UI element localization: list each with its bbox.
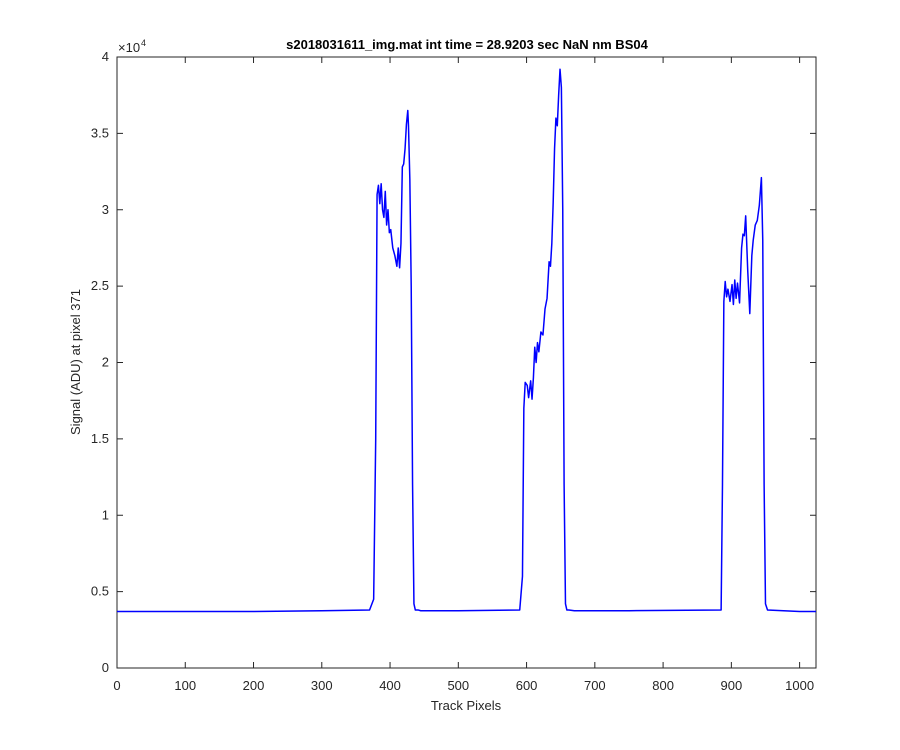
x-tick-label: 700 [584, 678, 606, 693]
y-tick-label: 4 [102, 49, 109, 64]
x-tick-label: 200 [243, 678, 265, 693]
x-tick-label: 900 [721, 678, 743, 693]
y-tick-label: 3.5 [91, 125, 109, 140]
x-tick-label: 1000 [785, 678, 814, 693]
chart-title: s2018031611_img.mat int time = 28.9203 s… [286, 37, 648, 52]
series-line [117, 68, 816, 613]
y-axis: 0 0.5 1 1.5 2 2.5 3 3.5 4 [91, 49, 816, 675]
y-tick-label: 3 [102, 202, 109, 217]
x-tick-label: 300 [311, 678, 333, 693]
y-tick-label: 0.5 [91, 584, 109, 599]
y-tick-label: 1.5 [91, 431, 109, 446]
x-axis-label: Track Pixels [431, 698, 502, 713]
y-tick-label: 1 [102, 507, 109, 522]
y-exponent-label: ×10 4 [118, 38, 146, 55]
y-tick-label: 2 [102, 355, 109, 370]
x-tick-label: 500 [447, 678, 469, 693]
x-tick-label: 800 [652, 678, 674, 693]
y-tick-label: 0 [102, 660, 109, 675]
x-tick-label: 600 [516, 678, 538, 693]
plot-area [116, 56, 817, 669]
y-tick-label: 2.5 [91, 278, 109, 293]
y-exponent-base: ×10 [118, 40, 140, 55]
x-axis: 0 100 200 300 400 500 600 700 800 900 1000 [113, 57, 814, 693]
x-tick-label: 400 [379, 678, 401, 693]
y-axis-label: Signal (ADU) at pixel 371 [68, 289, 83, 435]
y-exponent-power: 4 [141, 38, 146, 48]
x-tick-label: 100 [174, 678, 196, 693]
x-tick-label: 0 [113, 678, 120, 693]
